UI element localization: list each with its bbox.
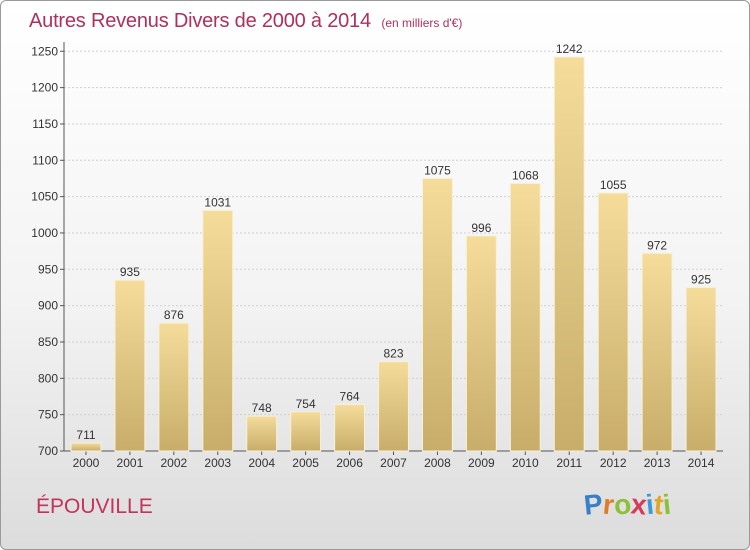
x-tick-label: 2010 bbox=[512, 456, 539, 470]
data-label: 1031 bbox=[204, 195, 231, 209]
commune-name: ÉPOUVILLE bbox=[36, 495, 153, 518]
bar-layer bbox=[70, 56, 717, 452]
y-tick-label: 1250 bbox=[31, 44, 58, 58]
data-label: 823 bbox=[383, 347, 403, 361]
y-tick-label: 700 bbox=[38, 444, 58, 458]
bar bbox=[158, 322, 190, 452]
chart-subtitle: (en milliers d'€) bbox=[381, 16, 463, 30]
x-tick-label: 2004 bbox=[248, 456, 275, 470]
chart-title: Autres Revenus Divers de 2000 à 2014 bbox=[29, 10, 371, 32]
y-tick-label: 950 bbox=[38, 262, 58, 276]
x-tick-label: 2009 bbox=[468, 456, 495, 470]
data-label: 996 bbox=[471, 221, 491, 235]
data-label: 1055 bbox=[600, 178, 627, 192]
data-label: 1068 bbox=[512, 169, 539, 183]
x-tick-label: 2005 bbox=[292, 456, 319, 470]
y-tick-label: 850 bbox=[38, 335, 58, 349]
x-tick-label: 2007 bbox=[380, 456, 407, 470]
bar bbox=[290, 411, 322, 452]
data-label: 754 bbox=[296, 397, 316, 411]
data-label: 1242 bbox=[556, 42, 583, 56]
title-row: Autres Revenus Divers de 2000 à 2014 (en… bbox=[29, 10, 462, 33]
bar bbox=[421, 177, 453, 452]
label-layer: 700 750 800 850 900 950 1000 1050 1100 1150 1200 12… bbox=[31, 42, 714, 470]
x-tick-label: 2002 bbox=[160, 456, 187, 470]
data-label: 935 bbox=[120, 265, 140, 279]
data-label: 1075 bbox=[424, 163, 451, 177]
bar bbox=[465, 235, 497, 452]
y-tick-label: 1100 bbox=[32, 153, 58, 167]
x-tick-label: 2011 bbox=[556, 456, 582, 470]
y-tick-label: 800 bbox=[38, 371, 58, 385]
data-label: 711 bbox=[76, 428, 95, 442]
x-tick-label: 2008 bbox=[424, 456, 451, 470]
bar bbox=[641, 252, 673, 452]
y-tick-label: 1050 bbox=[31, 190, 58, 204]
y-tick-label: 1200 bbox=[31, 81, 58, 95]
x-tick-label: 2013 bbox=[644, 456, 671, 470]
y-tick-label: 1000 bbox=[31, 226, 58, 240]
data-label: 748 bbox=[252, 401, 272, 415]
data-label: 925 bbox=[691, 272, 711, 286]
x-tick-label: 2006 bbox=[336, 456, 363, 470]
proxiti-logo: Proxiti bbox=[582, 488, 673, 521]
y-tick-label: 750 bbox=[38, 408, 58, 422]
bar bbox=[334, 403, 366, 452]
bar bbox=[246, 415, 278, 452]
bar bbox=[114, 279, 146, 452]
bar bbox=[509, 183, 541, 452]
data-label: 876 bbox=[164, 308, 184, 322]
bar bbox=[597, 192, 629, 452]
bar bbox=[378, 361, 409, 452]
data-label: 972 bbox=[647, 238, 667, 252]
x-tick-label: 2014 bbox=[688, 456, 715, 470]
x-tick-label: 2012 bbox=[600, 456, 627, 470]
x-tick-label: 2000 bbox=[73, 456, 100, 470]
x-tick-label: 2003 bbox=[204, 456, 231, 470]
bar bbox=[202, 209, 234, 452]
bar bbox=[70, 442, 102, 452]
y-tick-label: 1150 bbox=[32, 117, 58, 131]
x-tick-label: 2001 bbox=[117, 456, 144, 470]
bar bbox=[553, 56, 585, 452]
data-label: 764 bbox=[340, 389, 360, 403]
logo-letter: i bbox=[661, 488, 673, 521]
y-tick-label: 900 bbox=[38, 299, 58, 313]
bar bbox=[685, 286, 717, 452]
